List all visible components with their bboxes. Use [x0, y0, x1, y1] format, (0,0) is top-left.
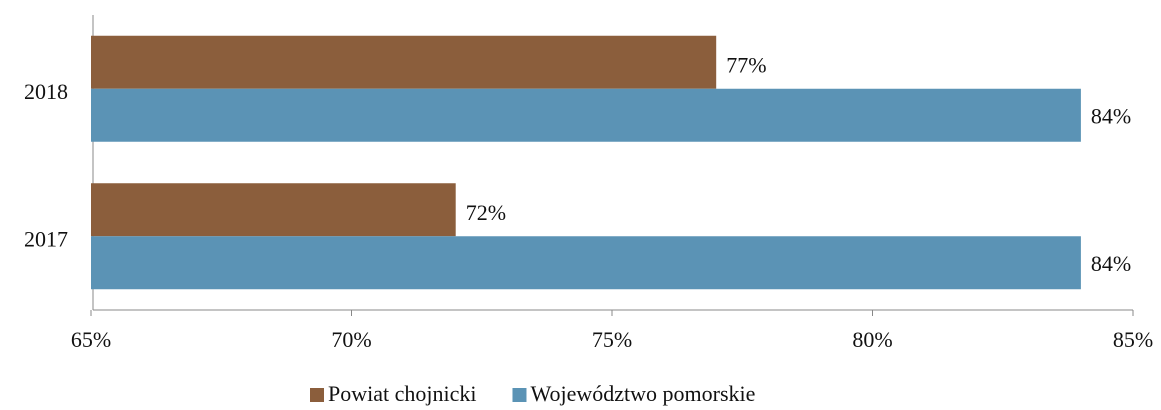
- y-tick-label: 2018: [24, 79, 68, 104]
- bar: [91, 35, 717, 89]
- bar: [91, 236, 1081, 290]
- legend-swatch: [512, 388, 527, 402]
- value-label: 77%: [726, 52, 766, 77]
- y-tick-label: 2017: [24, 226, 68, 251]
- bar: [91, 183, 456, 237]
- x-tick-label: 70%: [331, 327, 371, 352]
- x-tick-label: 85%: [1113, 327, 1153, 352]
- value-label: 84%: [1091, 103, 1131, 128]
- legend-label: Powiat chojnicki: [328, 381, 476, 406]
- legend-label: Województwo pomorskie: [530, 381, 755, 406]
- x-tick-label: 65%: [71, 327, 111, 352]
- bar: [91, 88, 1081, 142]
- value-label: 72%: [466, 200, 506, 225]
- value-label: 84%: [1091, 251, 1131, 276]
- x-tick-label: 75%: [592, 327, 632, 352]
- legend-swatch: [310, 388, 324, 402]
- x-tick-label: 80%: [852, 327, 892, 352]
